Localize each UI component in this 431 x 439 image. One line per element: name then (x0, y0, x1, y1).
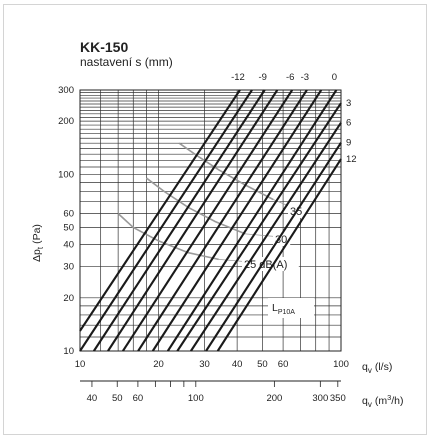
sound-isoline (178, 142, 274, 201)
x-tick-label: 40 (232, 359, 243, 370)
chart-card (3, 4, 427, 435)
setting-label: -9 (258, 72, 266, 83)
x-tick-label: 60 (278, 359, 289, 370)
chart-title: KK-150 (80, 39, 128, 55)
y-tick-label: 60 (63, 209, 74, 220)
y-axis-label: Δpt(Pa) (31, 224, 45, 262)
y-tick-label: 20 (63, 293, 74, 304)
series-lines (79, 89, 342, 352)
setting-line (92, 89, 266, 352)
setting-line (137, 89, 308, 352)
y-tick-label: 200 (58, 116, 74, 127)
setting-label: 6 (346, 118, 351, 129)
sound-isoline (117, 212, 219, 261)
setting-label: -3 (301, 72, 309, 83)
x-secondary-tick-label: 350 (330, 393, 346, 404)
setting-label: 0 (332, 72, 337, 83)
x-secondary-tick-label: 100 (188, 393, 204, 404)
x-secondary-tick-label: 200 (266, 393, 282, 404)
y-tick-label: 300 (58, 85, 74, 96)
setting-line (166, 89, 338, 352)
setting-label: 9 (346, 138, 351, 149)
x-tick-label: 100 (333, 359, 349, 370)
chart-subtitle: nastavení s (mm) (80, 55, 173, 69)
x-tick-label: 20 (153, 359, 164, 370)
setting-line (79, 89, 241, 332)
x-tick-label: 30 (199, 359, 210, 370)
x-secondary-tick-label: 40 (87, 393, 98, 404)
x-axis-secondary-label: qv (m3/h) (362, 393, 404, 409)
setting-line (216, 158, 342, 352)
setting-label: 12 (346, 154, 357, 165)
plot-frame (79, 89, 342, 352)
setting-line (190, 122, 342, 352)
setting-line (151, 89, 323, 352)
y-tick-label: 100 (58, 169, 74, 180)
isoline-label: 25 dB(A) (244, 259, 287, 271)
setting-line (205, 142, 342, 352)
x-secondary-tick-label: 300 (312, 393, 328, 404)
y-tick-label: 10 (63, 346, 74, 357)
setting-line (79, 89, 253, 352)
setting-label: -6 (286, 72, 294, 83)
y-tick-label: 40 (63, 240, 74, 251)
x-axis-label: qv (l/s) (362, 361, 392, 375)
x-tick-label: 10 (75, 359, 86, 370)
setting-label: -12 (231, 72, 245, 83)
annotation-label: LP10A (272, 302, 295, 316)
y-tick-label: 50 (63, 222, 74, 233)
y-tick-label: 30 (63, 262, 74, 273)
x-secondary-tick-label: 50 (112, 393, 123, 404)
annotation-bg (268, 298, 314, 318)
x-tick-label: 50 (257, 359, 268, 370)
x-secondary-tick-label: 60 (133, 393, 144, 404)
setting-line (176, 102, 342, 352)
setting-line (122, 89, 294, 352)
setting-label: 3 (346, 98, 351, 109)
setting-line (107, 89, 279, 352)
isoline-label: 30 (275, 234, 287, 246)
isoline-label-bg (242, 257, 299, 271)
